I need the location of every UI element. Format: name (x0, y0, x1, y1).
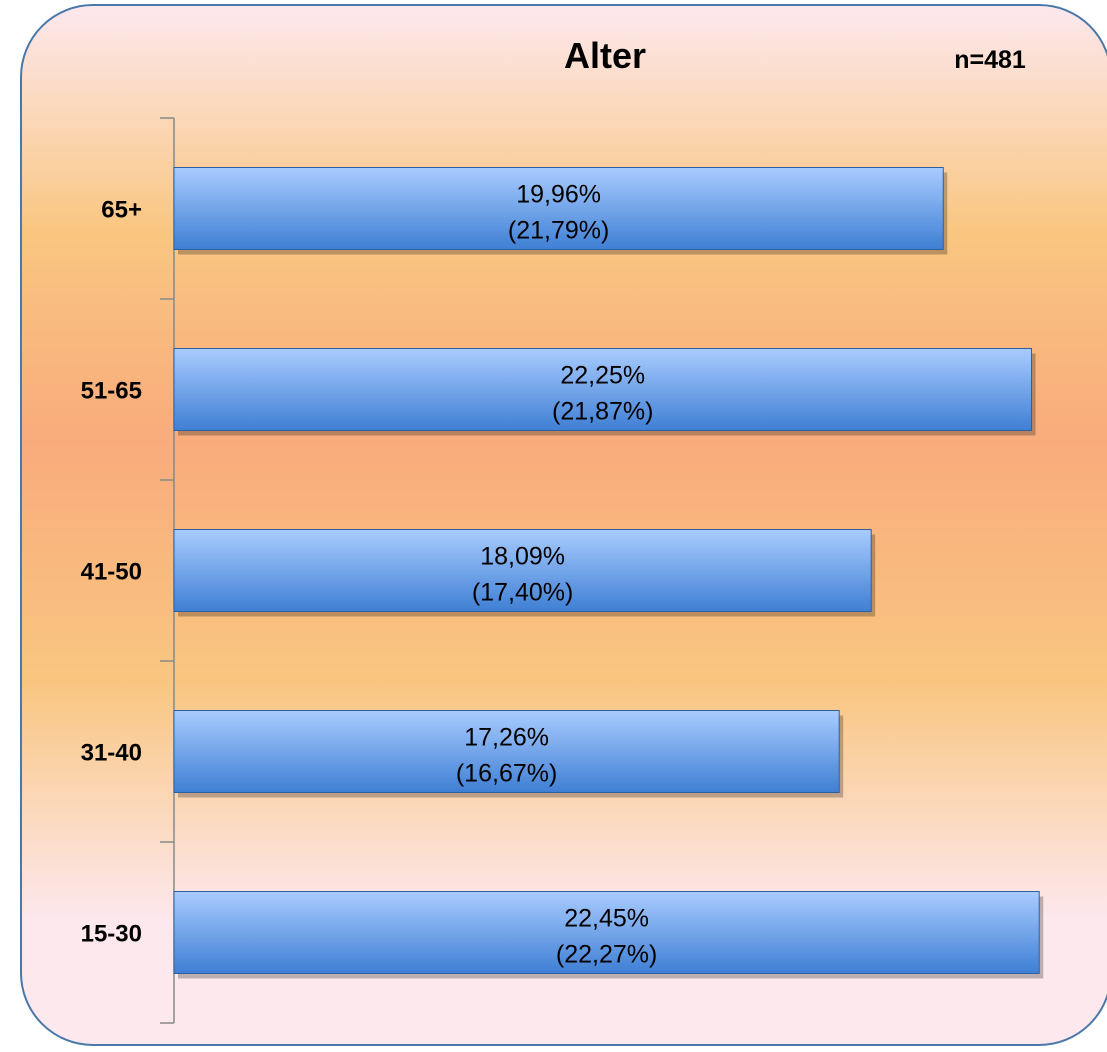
category-axis: 65+ 51-65 41-50 31-40 15-30 (81, 117, 175, 1024)
bar-labels: 19,96% (21,79%) 22,25% (21,87%) 18,09% (17,40… (456, 181, 657, 969)
value-label: 17,26% (464, 724, 549, 752)
category-label: 15-30 (81, 921, 142, 948)
chart-background (20, 4, 1107, 1046)
bar-41-50 (173, 529, 872, 612)
value-label: 22,25% (560, 362, 645, 390)
comparison-value-label: (21,79%) (508, 217, 609, 245)
category-label: 51-65 (81, 378, 142, 405)
bar-51-65 (173, 348, 1033, 431)
category-label: 65+ (101, 197, 142, 224)
bar-15-30 (173, 891, 1040, 974)
comparison-value-label: (21,87%) (552, 398, 653, 426)
category-label: 31-40 (81, 740, 142, 767)
value-label: 19,96% (516, 181, 601, 209)
bar-31-40 (173, 710, 840, 793)
category-label: 41-50 (81, 559, 142, 586)
value-label: 22,45% (564, 905, 649, 933)
bar-65+ (173, 167, 944, 250)
chart-title: Alter (564, 35, 646, 76)
comparison-value-label: (22,27%) (556, 941, 657, 969)
sample-size-label: n=481 (954, 46, 1026, 74)
value-label: 18,09% (480, 543, 565, 571)
bars (173, 167, 1044, 979)
comparison-value-label: (16,67%) (456, 760, 557, 788)
comparison-value-label: (17,40%) (472, 579, 573, 607)
